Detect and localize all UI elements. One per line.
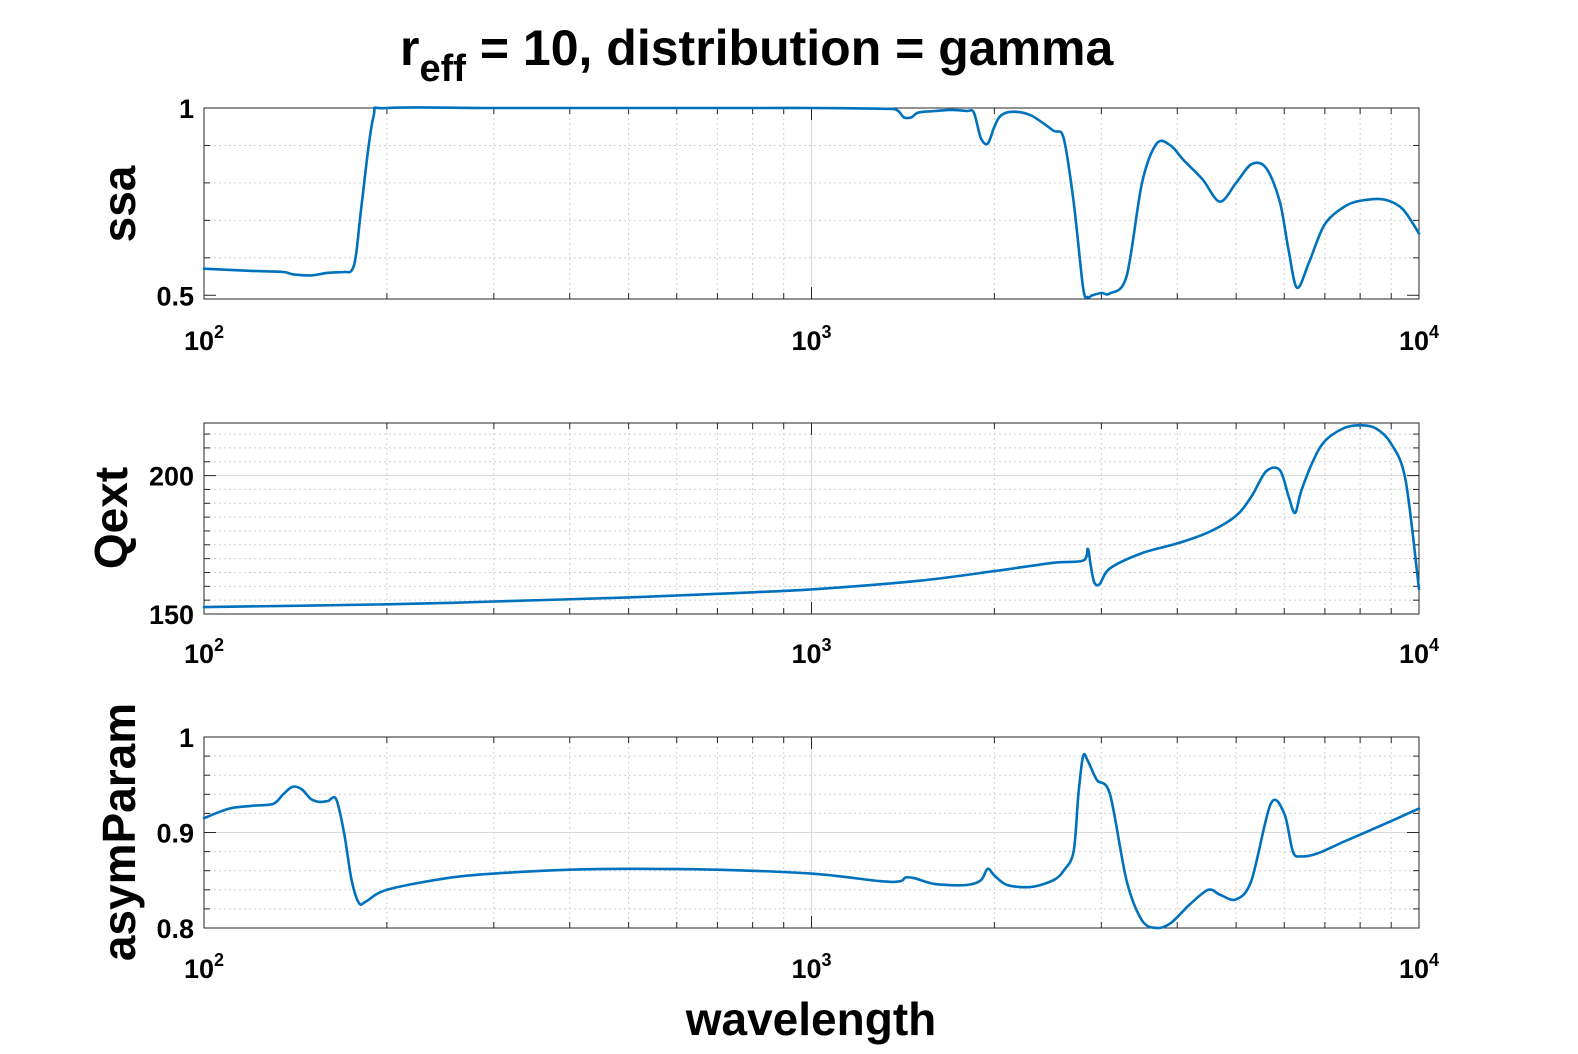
x-tick-label: 104 bbox=[1399, 635, 1439, 669]
series-line-ssa bbox=[202, 106, 1421, 299]
series-line-asymParam bbox=[202, 752, 1421, 930]
x-tick-label: 102 bbox=[184, 635, 224, 669]
subplot-1: 0.5 1 102 103 104 ssa bbox=[93, 94, 1439, 356]
y-tick-label: 0.8 bbox=[156, 914, 194, 944]
y-tick-label: 0.5 bbox=[156, 281, 194, 311]
subplot-3: 0.8 0.9 1 102 103 104 asymParam bbox=[93, 703, 1439, 984]
y-tick-label: 200 bbox=[149, 462, 194, 492]
figure-title: reff = 10, distribution = gamma bbox=[400, 20, 1115, 90]
series-line-Qext bbox=[202, 423, 1421, 609]
x-tick-label: 102 bbox=[184, 950, 224, 984]
y-tick-label: 1 bbox=[179, 94, 194, 124]
title-prefix: r bbox=[400, 20, 419, 76]
y-tick-label: 150 bbox=[149, 600, 194, 630]
y-axis-label: asymParam bbox=[93, 703, 145, 961]
y-axis-label: ssa bbox=[93, 165, 145, 242]
y-tick-label: 1 bbox=[179, 723, 194, 753]
x-tick-label: 103 bbox=[791, 950, 831, 984]
x-tick-label: 104 bbox=[1399, 322, 1439, 356]
x-tick-label: 103 bbox=[791, 635, 831, 669]
title-subscript: eff bbox=[419, 48, 466, 90]
y-tick-label: 0.9 bbox=[156, 819, 194, 849]
y-axis-label: Qext bbox=[85, 467, 137, 569]
title-suffix: = 10, distribution = gamma bbox=[466, 20, 1115, 76]
x-tick-label: 104 bbox=[1399, 950, 1439, 984]
x-tick-label: 102 bbox=[184, 322, 224, 356]
subplot-2: 150 200 102 103 104 Qext bbox=[85, 422, 1439, 669]
x-axis-label: wavelength bbox=[685, 993, 937, 1045]
x-tick-label: 103 bbox=[791, 322, 831, 356]
